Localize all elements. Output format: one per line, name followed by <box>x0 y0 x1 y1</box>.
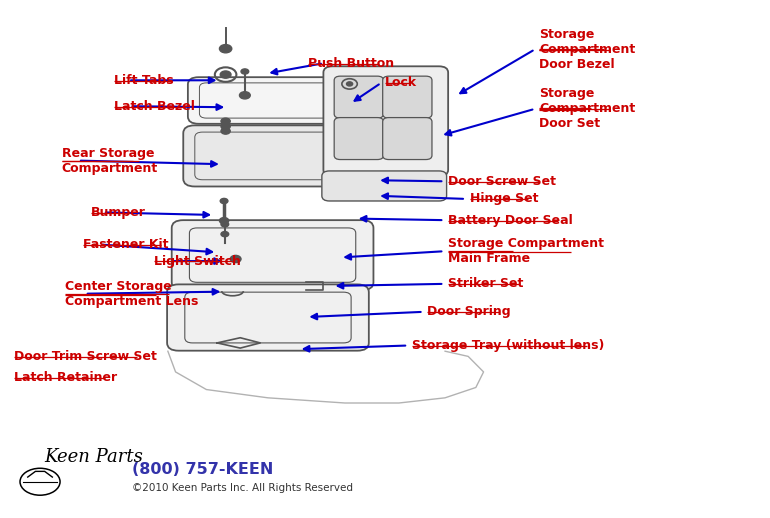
Text: Battery Door Seal: Battery Door Seal <box>448 213 573 227</box>
Text: Storage Tray (without lens): Storage Tray (without lens) <box>412 339 604 352</box>
FancyBboxPatch shape <box>383 118 432 160</box>
Text: Latch Retainer: Latch Retainer <box>14 370 117 384</box>
Text: Door Screw Set: Door Screw Set <box>448 175 556 188</box>
Circle shape <box>221 118 230 124</box>
FancyBboxPatch shape <box>383 76 432 118</box>
Circle shape <box>221 222 229 227</box>
Text: (800) 757-KEEN: (800) 757-KEEN <box>132 462 274 477</box>
FancyBboxPatch shape <box>172 220 373 290</box>
Circle shape <box>230 255 241 263</box>
Circle shape <box>219 45 232 53</box>
FancyBboxPatch shape <box>334 118 383 160</box>
Circle shape <box>221 232 229 237</box>
FancyBboxPatch shape <box>322 171 447 201</box>
Circle shape <box>221 128 230 134</box>
Text: Light Switch: Light Switch <box>154 254 241 268</box>
Text: Rear Storage
Compartment: Rear Storage Compartment <box>62 147 158 175</box>
Text: Bumper: Bumper <box>91 206 146 219</box>
Circle shape <box>346 82 353 86</box>
Circle shape <box>241 69 249 74</box>
Text: Storage
Compartment
Door Set: Storage Compartment Door Set <box>539 87 635 131</box>
Text: Lock: Lock <box>385 76 417 90</box>
Circle shape <box>221 123 230 130</box>
Text: ©2010 Keen Parts Inc. All Rights Reserved: ©2010 Keen Parts Inc. All Rights Reserve… <box>132 483 353 493</box>
Text: Striker Set: Striker Set <box>448 277 524 291</box>
Text: Keen Parts: Keen Parts <box>45 448 143 466</box>
Text: Lift Tabs: Lift Tabs <box>114 74 173 87</box>
FancyBboxPatch shape <box>183 125 351 186</box>
Circle shape <box>219 218 229 224</box>
FancyBboxPatch shape <box>323 66 448 176</box>
Text: Door Trim Screw Set: Door Trim Screw Set <box>14 350 157 363</box>
Text: Door Spring: Door Spring <box>427 305 511 319</box>
Text: Push Button: Push Button <box>308 56 394 70</box>
FancyBboxPatch shape <box>334 76 383 118</box>
Text: Center Storage
Compartment Lens: Center Storage Compartment Lens <box>65 280 199 308</box>
Circle shape <box>220 71 231 78</box>
FancyBboxPatch shape <box>188 77 346 124</box>
Circle shape <box>220 198 228 204</box>
Text: Latch Bezel: Latch Bezel <box>114 99 195 113</box>
Text: Storage Compartment
Main Frame: Storage Compartment Main Frame <box>448 237 604 265</box>
Circle shape <box>239 92 250 99</box>
Text: Hinge Set: Hinge Set <box>470 192 538 206</box>
Text: Fastener Kit: Fastener Kit <box>83 238 169 251</box>
FancyBboxPatch shape <box>167 284 369 351</box>
Text: Storage
Compartment
Door Bezel: Storage Compartment Door Bezel <box>539 27 635 71</box>
